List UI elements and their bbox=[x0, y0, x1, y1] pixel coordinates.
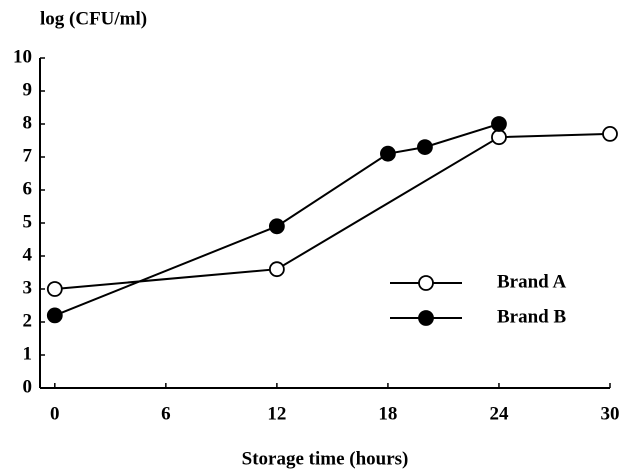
marker bbox=[46, 281, 63, 297]
series-line bbox=[54, 132, 611, 290]
x-tick-label: 12 bbox=[267, 403, 286, 424]
y-tick-label: 3 bbox=[23, 277, 33, 298]
y-tick-label: 6 bbox=[23, 178, 33, 199]
marker bbox=[602, 125, 618, 142]
x-tick-label: 30 bbox=[601, 403, 620, 424]
y-tick-label: 2 bbox=[23, 310, 33, 331]
marker bbox=[46, 307, 63, 324]
marker bbox=[417, 139, 433, 156]
marker bbox=[418, 275, 434, 291]
y-tick-label: 8 bbox=[23, 112, 33, 133]
y-tick-label: 4 bbox=[23, 244, 33, 265]
y-tick-label: 7 bbox=[23, 145, 33, 166]
y-tick-label: 9 bbox=[23, 79, 33, 100]
x-axis-label: Storage time (hours) bbox=[242, 448, 409, 469]
marker bbox=[491, 129, 507, 146]
y-tick-label: 0 bbox=[23, 376, 33, 397]
marker bbox=[268, 218, 285, 235]
y-tick-label: 5 bbox=[23, 211, 33, 232]
y-tick-label: 10 bbox=[13, 46, 32, 67]
y-tick-label: 1 bbox=[23, 343, 33, 364]
x-tick-label: 18 bbox=[378, 403, 397, 424]
marker bbox=[491, 116, 507, 132]
x-tick-label: 6 bbox=[161, 403, 171, 424]
legend-label: Brand B bbox=[497, 306, 566, 327]
marker bbox=[268, 261, 285, 278]
legend-label: Brand A bbox=[497, 271, 566, 292]
x-tick-label: 0 bbox=[50, 403, 60, 424]
y-axis-label: log (CFU/ml) bbox=[40, 8, 147, 29]
marker bbox=[380, 145, 396, 162]
marker bbox=[418, 310, 434, 326]
x-tick-label: 24 bbox=[489, 403, 509, 424]
